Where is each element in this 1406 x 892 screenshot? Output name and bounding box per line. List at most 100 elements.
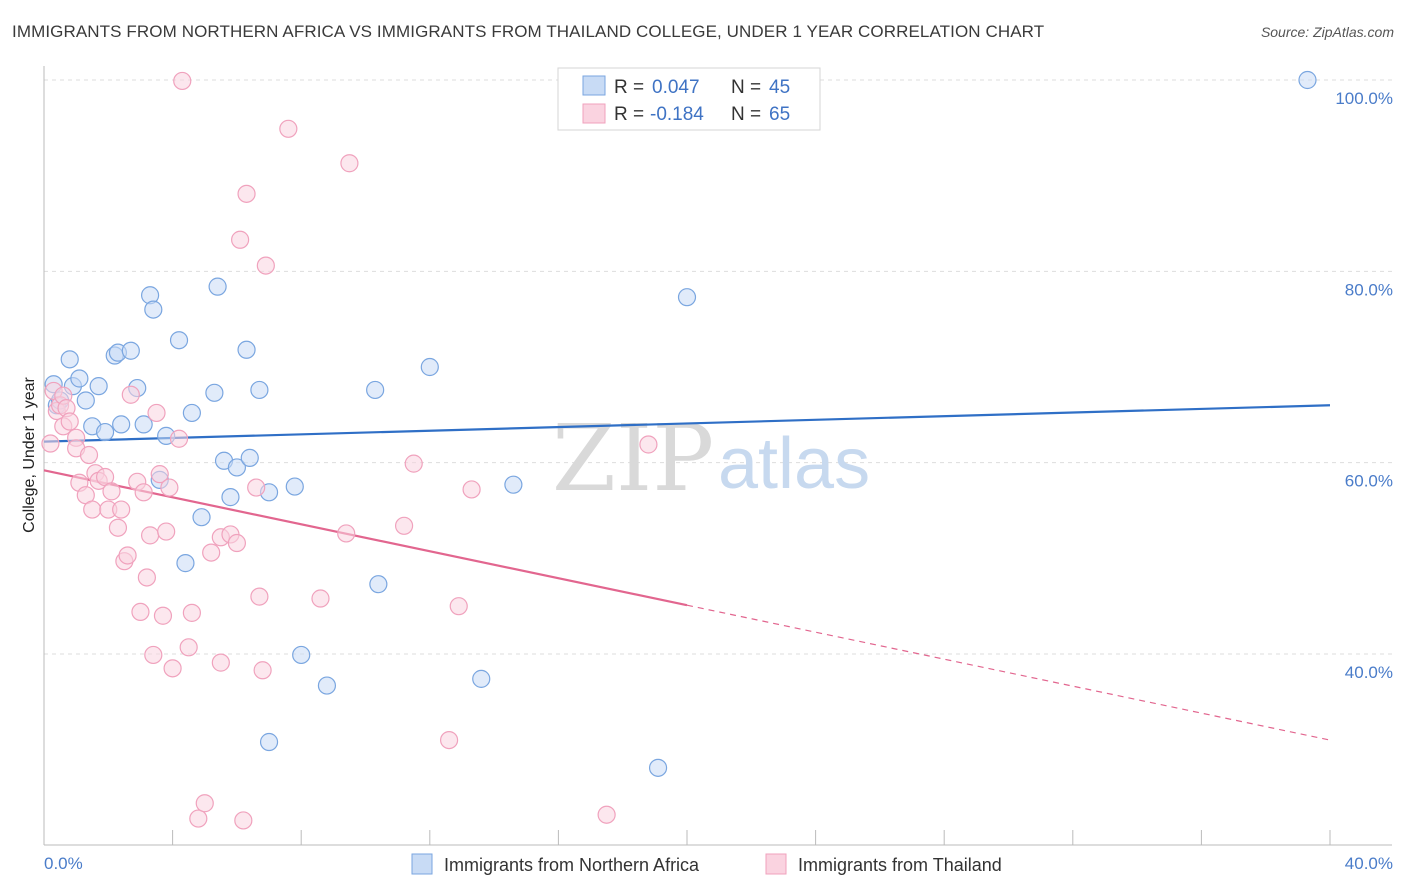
point-thailand bbox=[147, 403, 166, 423]
legend-swatch-northern-africa bbox=[582, 75, 606, 96]
point-thailand bbox=[118, 546, 137, 565]
watermark: ZIP atlas bbox=[552, 405, 870, 512]
legend-n-label-1: N = bbox=[731, 77, 761, 98]
y-axis-title: College, Under 1 year bbox=[21, 377, 38, 533]
tick-labels: 40.0% 60.0% 80.0% 100.0% 0.0% 40.0% bbox=[44, 89, 1393, 873]
point-thailand bbox=[253, 661, 272, 680]
point-northern-africa bbox=[208, 277, 227, 296]
trend-line-northern-africa bbox=[43, 404, 1331, 443]
legend-swatch-thailand bbox=[582, 103, 606, 124]
point-thailand bbox=[439, 730, 459, 750]
point-northern-africa bbox=[648, 758, 668, 777]
point-thailand bbox=[247, 478, 266, 497]
point-northern-africa bbox=[60, 350, 79, 369]
legend-r-label-1: R = bbox=[614, 77, 644, 98]
point-thailand bbox=[41, 434, 60, 453]
point-thailand bbox=[639, 435, 658, 454]
point-northern-africa bbox=[250, 380, 269, 400]
x-tick-label: 40.0% bbox=[1345, 854, 1393, 873]
point-northern-africa bbox=[205, 383, 224, 402]
point-thailand bbox=[227, 533, 246, 553]
point-thailand bbox=[60, 412, 79, 431]
point-thailand bbox=[79, 445, 99, 465]
point-thailand bbox=[150, 465, 169, 484]
source-label: Source: ZipAtlas.com bbox=[1260, 24, 1394, 40]
point-northern-africa bbox=[472, 669, 491, 688]
point-northern-africa bbox=[504, 475, 523, 494]
point-thailand bbox=[140, 526, 160, 545]
point-northern-africa bbox=[259, 732, 279, 752]
y-tick-label: 60.0% bbox=[1345, 472, 1393, 491]
point-northern-africa bbox=[292, 645, 311, 665]
point-northern-africa bbox=[221, 488, 240, 507]
series-legend: Immigrants from Northern Africa Immigran… bbox=[411, 853, 1002, 875]
y-tick-label: 100.0% bbox=[1335, 89, 1393, 108]
point-thailand bbox=[112, 500, 131, 519]
point-thailand bbox=[182, 603, 201, 622]
y-tick-label: 40.0% bbox=[1345, 663, 1393, 682]
point-northern-africa bbox=[169, 331, 189, 350]
point-thailand bbox=[250, 587, 269, 606]
axes bbox=[43, 66, 1392, 846]
point-northern-africa bbox=[677, 288, 697, 307]
legend-n-value-1: 45 bbox=[769, 77, 790, 98]
point-thailand bbox=[462, 480, 481, 499]
watermark-atlas: atlas bbox=[718, 424, 870, 504]
point-northern-africa bbox=[182, 403, 201, 423]
point-northern-africa bbox=[237, 340, 256, 359]
y-tick-label: 80.0% bbox=[1345, 280, 1393, 299]
point-northern-africa bbox=[95, 422, 115, 442]
point-thailand bbox=[337, 524, 356, 543]
point-northern-africa bbox=[89, 377, 108, 396]
point-northern-africa bbox=[285, 477, 304, 496]
point-thailand bbox=[102, 482, 121, 501]
point-thailand bbox=[404, 454, 423, 473]
point-thailand bbox=[131, 602, 150, 622]
legend-r-value-1: 0.047 bbox=[652, 77, 700, 98]
point-thailand bbox=[121, 385, 140, 404]
trend-line-thailand-extrapolated bbox=[686, 604, 1331, 741]
point-northern-africa bbox=[70, 369, 89, 388]
point-thailand bbox=[340, 154, 359, 173]
point-thailand bbox=[153, 606, 173, 625]
chart-title: IMMIGRANTS FROM NORTHERN AFRICA VS IMMIG… bbox=[12, 22, 1045, 41]
point-thailand bbox=[449, 597, 468, 616]
point-thailand bbox=[144, 645, 163, 665]
point-northern-africa bbox=[176, 554, 195, 573]
x-tick-label: 0.0% bbox=[44, 854, 83, 873]
legend-n-value-2: 65 bbox=[769, 104, 790, 125]
legend-r-label-2: R = bbox=[614, 104, 644, 125]
point-northern-africa bbox=[76, 391, 95, 410]
legend-n-label-2: N = bbox=[731, 104, 761, 125]
point-thailand bbox=[195, 794, 214, 813]
point-northern-africa bbox=[317, 676, 337, 695]
point-thailand bbox=[179, 638, 198, 657]
point-thailand bbox=[169, 429, 189, 448]
point-northern-africa bbox=[240, 448, 259, 467]
point-northern-africa bbox=[192, 508, 211, 527]
correlation-legend: R = 0.047 N = 45 R = -0.184 N = 65 bbox=[557, 67, 821, 131]
watermark-zip: ZIP bbox=[552, 405, 714, 512]
point-thailand bbox=[163, 659, 182, 678]
point-thailand bbox=[256, 256, 275, 275]
point-thailand bbox=[202, 543, 221, 562]
bottom-legend-swatch-thailand bbox=[765, 853, 787, 875]
data-points bbox=[41, 70, 1317, 830]
point-northern-africa bbox=[134, 415, 153, 434]
gridlines bbox=[44, 79, 1392, 655]
point-northern-africa bbox=[121, 341, 140, 360]
bottom-legend-swatch-northern-africa bbox=[411, 853, 433, 875]
point-northern-africa bbox=[369, 575, 388, 594]
point-thailand bbox=[83, 500, 102, 519]
point-thailand bbox=[189, 809, 208, 828]
point-thailand bbox=[108, 518, 128, 537]
point-thailand bbox=[211, 653, 230, 672]
point-thailand bbox=[137, 568, 156, 587]
point-northern-africa bbox=[420, 357, 439, 377]
bottom-legend-label-thailand: Immigrants from Thailand bbox=[798, 855, 1002, 875]
point-thailand bbox=[234, 811, 253, 830]
point-thailand bbox=[231, 230, 250, 249]
point-northern-africa bbox=[227, 458, 246, 477]
point-thailand bbox=[134, 483, 153, 502]
